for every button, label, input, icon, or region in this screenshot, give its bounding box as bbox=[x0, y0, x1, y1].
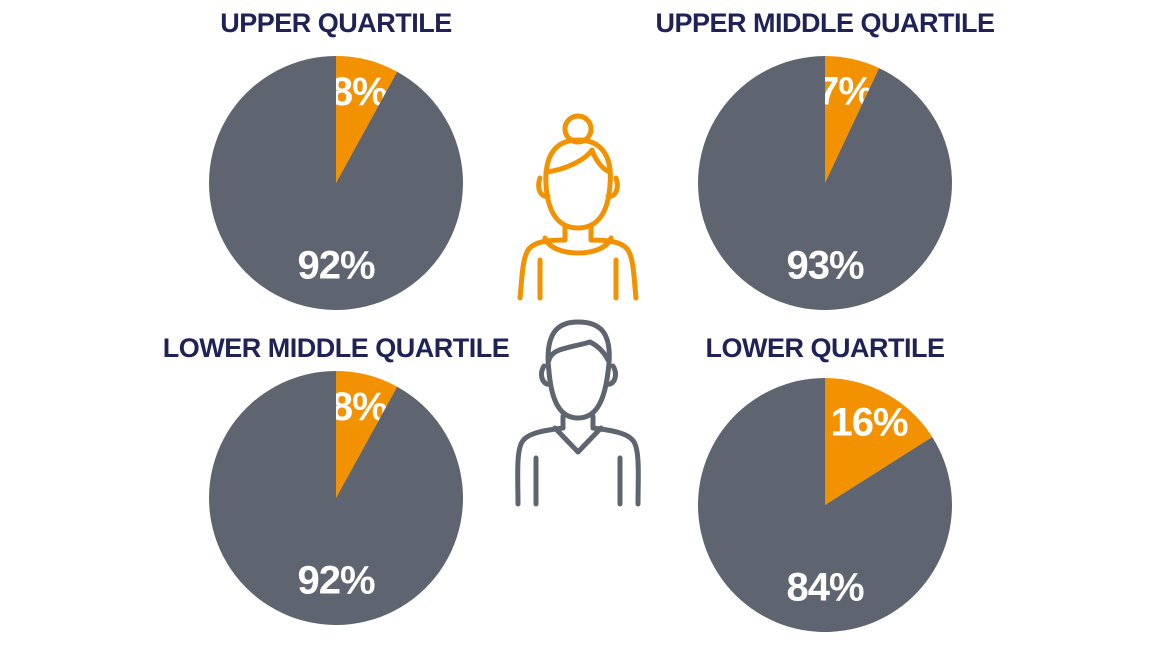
male-icon bbox=[515, 319, 641, 507]
pie-title: LOWER MIDDLE QUARTILE bbox=[163, 333, 509, 363]
value-label: 93% bbox=[786, 244, 863, 288]
pie-slice bbox=[336, 56, 398, 183]
pie-slice bbox=[698, 56, 952, 310]
pie-slice bbox=[208, 56, 463, 310]
pie-slice bbox=[209, 371, 463, 625]
value-label: 92% bbox=[297, 559, 374, 603]
pie-title: LOWER QUARTILE bbox=[706, 333, 945, 363]
value-label: 92% bbox=[297, 244, 374, 288]
pie-slice bbox=[698, 378, 952, 633]
pie-slice bbox=[336, 371, 398, 498]
pie-slice bbox=[825, 378, 933, 505]
pie-slice bbox=[825, 56, 880, 183]
value-label: 84% bbox=[786, 566, 863, 610]
value-label: 16% bbox=[831, 400, 908, 444]
female-icon bbox=[517, 113, 639, 301]
pie-title: UPPER QUARTILE bbox=[220, 8, 452, 38]
pie-title: UPPER MIDDLE QUARTILE bbox=[655, 8, 994, 38]
